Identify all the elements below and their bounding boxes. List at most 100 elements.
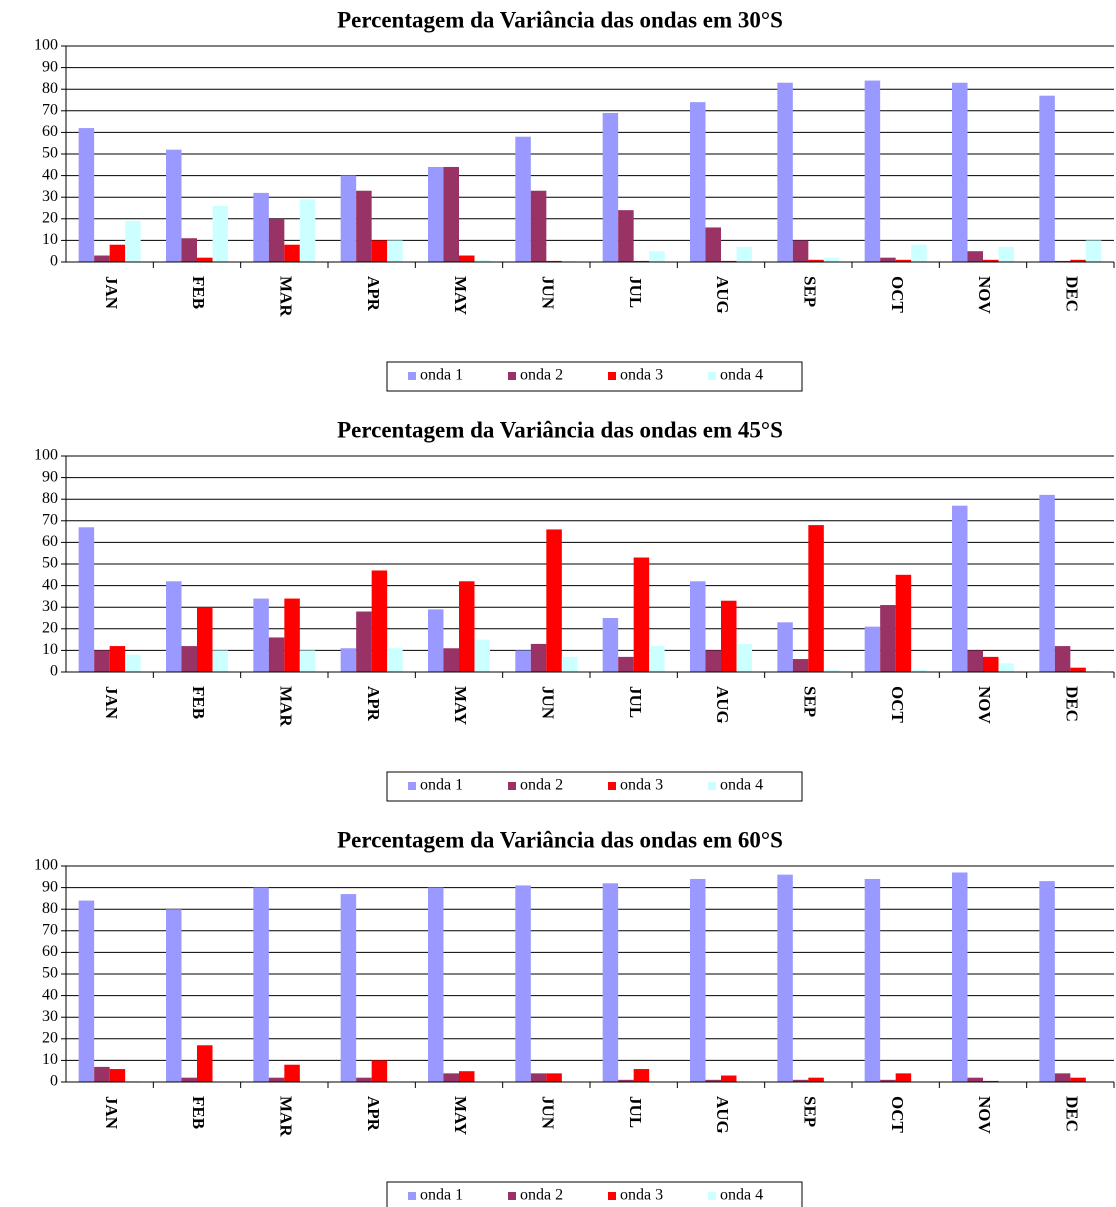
- bar: [515, 136, 531, 262]
- bar: [78, 527, 95, 672]
- bar: [602, 618, 619, 672]
- bar: [546, 1073, 562, 1082]
- legend-swatch: [708, 1192, 716, 1200]
- bar: [284, 1064, 300, 1082]
- bar: [125, 654, 141, 672]
- chart-title: Percentagem da Variância das ondas em 45…: [337, 417, 783, 442]
- y-tick-label: 80: [42, 80, 58, 97]
- y-tick-label: 100: [34, 447, 58, 464]
- legend-label: onda 1: [420, 777, 463, 794]
- x-tick-label: DEC: [1062, 276, 1081, 312]
- y-tick-label: 80: [42, 490, 58, 507]
- bar: [1039, 95, 1055, 263]
- bar: [808, 259, 824, 262]
- bar: [94, 255, 110, 262]
- x-tick-label: NOV: [975, 686, 994, 725]
- y-tick-label: 20: [42, 1029, 58, 1046]
- y-tick-label: 0: [50, 1073, 58, 1090]
- bar: [1085, 670, 1102, 672]
- x-tick-label: MAR: [276, 686, 295, 727]
- legend-swatch: [508, 782, 516, 790]
- bar: [443, 1073, 459, 1082]
- bar: [387, 648, 403, 672]
- y-tick-label: 10: [42, 231, 58, 248]
- legend-label: onda 2: [520, 777, 563, 794]
- x-tick-label: JAN: [102, 1096, 121, 1130]
- x-tick-label: DEC: [1062, 1096, 1081, 1132]
- bar: [530, 190, 547, 262]
- bar: [546, 529, 562, 672]
- bar: [125, 220, 141, 262]
- bar: [998, 663, 1014, 672]
- chart: Percentagem da Variância das ondas em 30…: [34, 7, 1115, 392]
- bar: [721, 260, 737, 262]
- bar: [777, 874, 793, 1082]
- bar: [967, 251, 983, 262]
- bar: [253, 598, 269, 672]
- bar: [633, 557, 650, 672]
- bar: [1054, 646, 1071, 672]
- bar: [880, 1079, 896, 1082]
- bar: [299, 199, 316, 262]
- x-tick-label: MAY: [451, 686, 470, 725]
- legend-swatch: [408, 782, 416, 790]
- bar: [633, 260, 650, 262]
- bar: [1085, 240, 1102, 262]
- legend-box: [386, 771, 803, 802]
- x-tick-label: APR: [364, 1096, 383, 1132]
- bar: [371, 240, 388, 262]
- bar: [387, 240, 403, 262]
- bar: [792, 240, 809, 262]
- bar: [530, 643, 547, 672]
- bar: [515, 885, 531, 1082]
- legend-label: onda 4: [720, 1187, 763, 1204]
- bar: [268, 218, 285, 262]
- chart-title: Percentagem da Variância das ondas em 60…: [337, 827, 783, 852]
- bar: [459, 1071, 475, 1082]
- bar: [983, 1080, 999, 1082]
- bar: [967, 1077, 983, 1082]
- y-tick-label: 30: [42, 598, 58, 615]
- bar: [356, 611, 372, 672]
- bar: [618, 210, 634, 262]
- bar: [474, 259, 490, 262]
- y-tick-label: 40: [42, 986, 58, 1003]
- bar: [78, 900, 95, 1082]
- bar: [952, 82, 968, 262]
- x-tick-label: JUN: [538, 686, 557, 720]
- bar: [690, 581, 706, 672]
- x-tick-label: SEP: [800, 686, 819, 717]
- x-tick-label: FEB: [189, 1096, 208, 1129]
- x-tick-label: AUG: [713, 686, 732, 724]
- legend-swatch: [608, 1192, 616, 1200]
- bar: [94, 1066, 110, 1082]
- bar: [705, 1079, 721, 1082]
- x-tick-label: MAY: [451, 276, 470, 315]
- bar: [911, 244, 927, 262]
- bar: [197, 607, 213, 672]
- legend-swatch: [408, 372, 416, 380]
- bar: [181, 1077, 197, 1082]
- bar: [561, 260, 578, 262]
- bar: [109, 244, 126, 262]
- bar: [895, 574, 912, 672]
- bar: [94, 650, 110, 672]
- y-tick-label: 50: [42, 555, 58, 572]
- bar: [911, 669, 927, 672]
- bar: [371, 570, 388, 672]
- x-tick-label: OCT: [888, 686, 907, 724]
- x-tick-label: MAR: [276, 1096, 295, 1137]
- bar: [602, 112, 619, 263]
- y-tick-label: 100: [34, 857, 58, 874]
- x-tick-label: JAN: [102, 686, 121, 720]
- x-tick-label: JUL: [626, 1096, 645, 1128]
- bar: [299, 650, 316, 672]
- chart: Percentagem da Variância das ondas em 60…: [34, 827, 1115, 1207]
- y-tick-label: 100: [34, 37, 58, 54]
- bar: [721, 1075, 737, 1082]
- legend-label: onda 4: [720, 777, 763, 794]
- x-tick-label: MAR: [276, 276, 295, 317]
- legend-box: [386, 361, 803, 392]
- bar: [443, 648, 459, 672]
- bar: [109, 1069, 126, 1082]
